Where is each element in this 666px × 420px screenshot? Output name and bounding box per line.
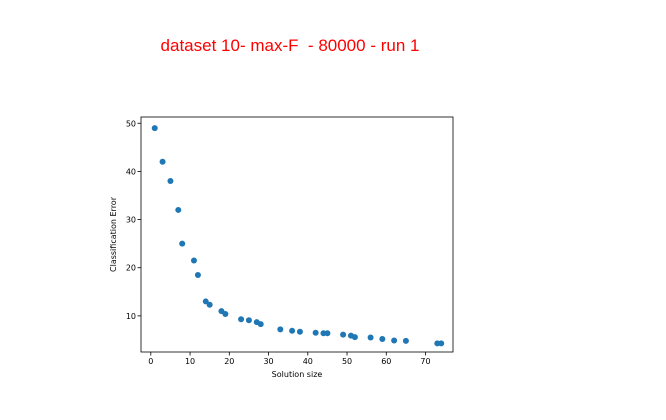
y-axis-label: Classification Error (109, 196, 118, 272)
data-point (324, 330, 331, 337)
data-point (159, 158, 166, 165)
data-point (367, 334, 374, 341)
data-point (351, 334, 358, 341)
data-point (379, 335, 386, 342)
data-point (151, 125, 158, 132)
data-point (202, 298, 209, 305)
y-tick-label: 10 (126, 312, 136, 321)
data-point (289, 327, 296, 334)
data-point (391, 337, 398, 344)
x-tick-label: 40 (303, 357, 313, 366)
data-point (340, 331, 347, 338)
chart-title: dataset 10- max-F - 80000 - run 1 (160, 36, 420, 55)
y-tick-label: 20 (126, 264, 136, 273)
y-tick-label: 40 (126, 167, 136, 176)
x-tick-label: 60 (381, 357, 391, 366)
x-tick-label: 30 (263, 357, 273, 366)
x-axis-label: Solution size (272, 370, 323, 379)
data-point (167, 178, 174, 185)
data-point (277, 326, 284, 333)
plot-frame (140, 116, 454, 353)
data-point (312, 329, 319, 336)
data-point (206, 301, 213, 308)
data-point (222, 310, 229, 317)
x-tick-label: 0 (148, 357, 153, 366)
data-point (194, 271, 201, 278)
data-point (245, 317, 252, 324)
x-tick-label: 20 (224, 357, 234, 366)
ticks-layer: 0 10 20 30 40 50 60 70 10 20 30 40 50 (126, 119, 431, 366)
y-tick-label: 30 (126, 216, 136, 225)
data-point (190, 257, 197, 264)
data-point (438, 340, 445, 347)
data-point (296, 328, 303, 335)
data-point (179, 240, 186, 247)
x-tick-label: 70 (420, 357, 430, 366)
x-tick-label: 10 (185, 357, 195, 366)
data-point (175, 206, 182, 213)
data-point (257, 321, 264, 328)
y-tick-label: 50 (126, 119, 136, 128)
x-tick-label: 50 (342, 357, 352, 366)
data-point (238, 316, 245, 323)
points-layer (151, 125, 445, 347)
data-point (402, 337, 409, 344)
